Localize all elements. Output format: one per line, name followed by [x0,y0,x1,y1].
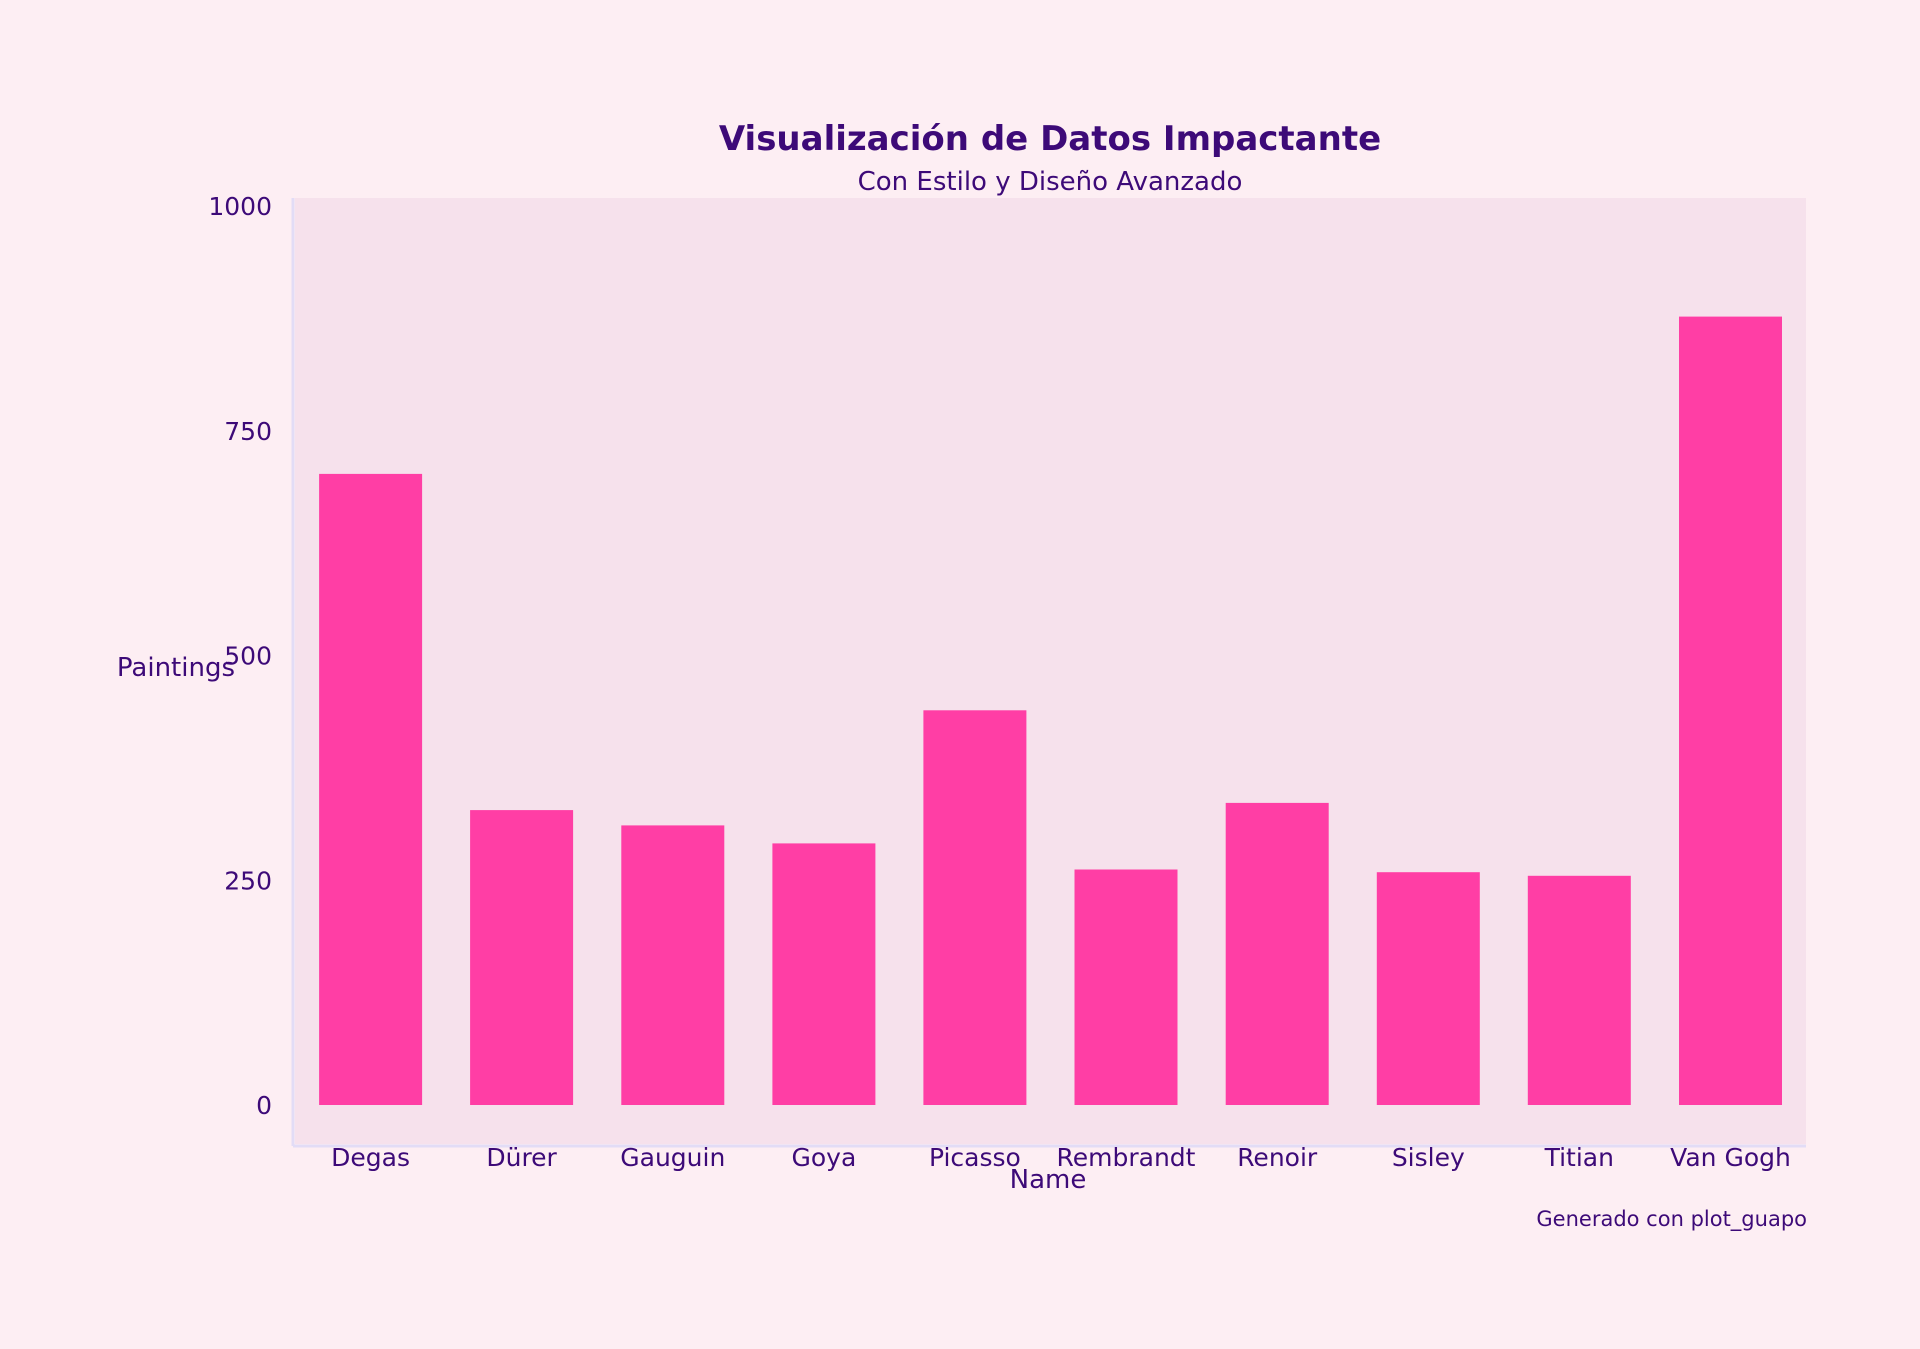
chart-title: Visualización de Datos Impactante [719,119,1381,159]
bar-picasso [923,710,1027,1105]
x-tick-label: Van Gogh [1670,1143,1791,1172]
x-tick-label: Picasso [929,1143,1021,1172]
bar-titian [1527,875,1631,1105]
x-tick-label: Goya [792,1143,857,1172]
x-tick-label: Gauguin [620,1143,725,1172]
x-tick-label: Titian [1544,1143,1614,1172]
y-tick-labels: 0 250 500 750 1000 [208,192,272,1120]
chart-subtitle: Con Estilo y Diseño Avanzado [858,167,1243,197]
y-tick-label: 750 [224,417,272,446]
bar-dürer [470,810,574,1105]
bar-van-gogh [1679,316,1782,1106]
x-tick-label: Degas [331,1143,410,1172]
bar-sisley [1376,872,1480,1105]
x-tick-label: Sisley [1392,1143,1465,1172]
bar-goya [772,843,876,1105]
x-tick-label: Renoir [1237,1143,1318,1172]
x-tick-label: Rembrandt [1057,1143,1196,1172]
y-tick-label: 250 [224,866,272,895]
bar-gauguin [621,825,725,1105]
x-tick-label: Dürer [486,1143,557,1172]
y-tick-label: 500 [224,642,272,671]
y-tick-label: 0 [256,1091,272,1120]
chart-caption: Generado con plot_guapo [1536,1207,1807,1232]
x-tick-labels: Degas Dürer Gauguin Goya Picasso Rembrandt Ren… [331,1143,1791,1172]
y-axis-label: Paintings [117,653,235,683]
bar-renoir [1225,802,1329,1105]
bar-rembrandt [1074,869,1178,1105]
bar-degas [319,473,423,1105]
x-axis-label: Name [1010,1165,1087,1195]
y-tick-label: 1000 [208,192,272,221]
bars-layer [319,316,1782,1106]
